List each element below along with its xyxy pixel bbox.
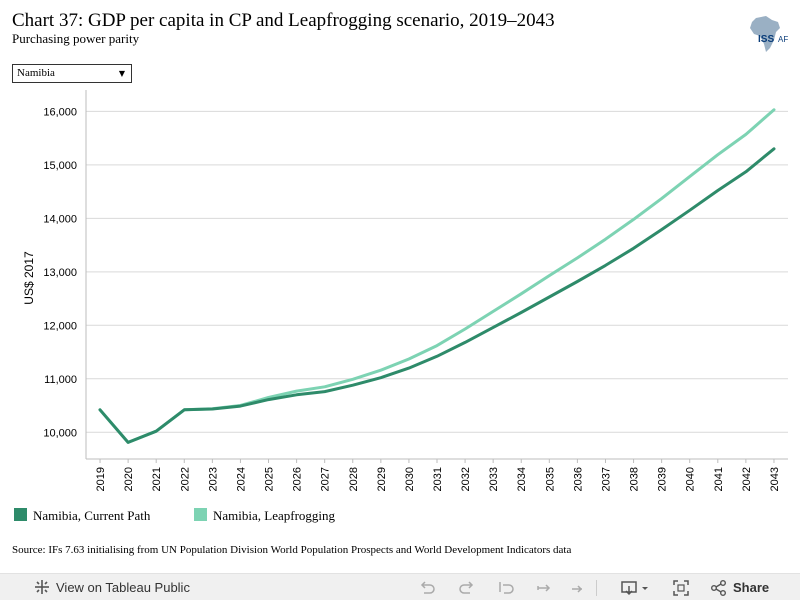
y-tick-label: 14,000 [43,213,77,225]
share-icon[interactable] [710,579,728,597]
x-tick-label: 2026 [292,467,304,491]
refresh-icon[interactable] [535,579,553,597]
redo-icon[interactable] [458,579,476,597]
undo-icon[interactable] [418,579,436,597]
x-tick-label: 2039 [657,467,669,491]
legend-item-leapfrogging[interactable]: Namibia, Leapfrogging [194,508,335,526]
source-note: Source: IFs 7.63 initialising from UN Po… [12,544,572,556]
legend-label-current-path: Namibia, Current Path [33,508,151,523]
y-tick-label: 16,000 [43,106,77,118]
y-tick-label: 11,000 [44,374,77,386]
y-tick-label: 10,000 [43,427,77,439]
chart-title: Chart 37: GDP per capita in CP and Leapf… [12,10,555,31]
iss-africa-logo: ISS AF [750,16,788,52]
x-tick-label: 2022 [179,467,191,491]
line-chart: 10,000 11,000 12,000 13,000 14,000 15,000 16,0… [22,90,788,491]
series-line-leapfrogging [98,108,776,444]
fullscreen-icon[interactable] [672,579,690,597]
y-tick-label: 13,000 [43,267,77,279]
axes: 10,000 11,000 12,000 13,000 14,000 15,000 16,0… [43,90,788,491]
x-tick-label: 2041 [713,467,725,491]
x-tick-label: 2040 [685,467,697,491]
x-tick-label: 2019 [95,467,107,491]
x-tick-label: 2033 [488,467,500,491]
x-tick-label: 2037 [600,467,612,491]
x-tick-label: 2035 [544,467,556,491]
x-tick-label: 2042 [741,467,753,491]
legend-label-leapfrogging: Namibia, Leapfrogging [213,508,336,523]
country-filter-dropdown[interactable]: Namibia ▼ [12,64,132,83]
pause-icon[interactable] [568,579,586,597]
country-filter-value: Namibia [17,67,55,79]
revert-icon[interactable] [497,579,515,597]
series-lines [98,108,776,444]
chevron-down-icon: ▼ [118,69,125,78]
legend-swatch-leapfrogging [194,508,207,521]
legend-item-current-path[interactable]: Namibia, Current Path [14,508,150,526]
legend-swatch-current-path [14,508,27,521]
x-tick-label: 2025 [264,467,276,491]
series-line-current-path [98,147,776,444]
x-tick-label: 2029 [376,467,388,491]
tableau-logo-icon [35,580,49,594]
x-tick-label: 2023 [207,467,219,491]
x-tick-label: 2027 [320,467,332,491]
svg-text:ISS: ISS [758,34,774,45]
x-tick-label: 2032 [460,467,472,491]
download-icon[interactable] [620,579,652,597]
toolbar-divider [596,580,597,596]
share-button[interactable]: Share [733,580,770,595]
x-tick-label: 2043 [769,467,781,491]
y-tick-label: 12,000 [43,320,77,332]
y-axis-label: US$ 2017 [22,251,36,305]
x-tick-label: 2036 [572,467,584,491]
x-tick-label: 2038 [629,467,641,491]
view-on-tableau-link[interactable]: View on Tableau Public [56,580,190,595]
x-tick-label: 2030 [404,467,416,491]
svg-text:AF: AF [778,35,788,44]
grid-lines [86,110,788,433]
tableau-toolbar: View on Tableau Public Share [0,573,800,600]
x-tick-label: 2028 [348,467,360,491]
x-tick-label: 2031 [432,467,444,491]
x-tick-label: 2024 [235,467,247,491]
x-tick-label: 2034 [516,467,528,491]
y-tick-label: 15,000 [43,160,77,172]
chart-subtitle: Purchasing power parity [12,31,140,46]
x-tick-label: 2020 [123,467,135,491]
x-tick-label: 2021 [151,467,163,491]
